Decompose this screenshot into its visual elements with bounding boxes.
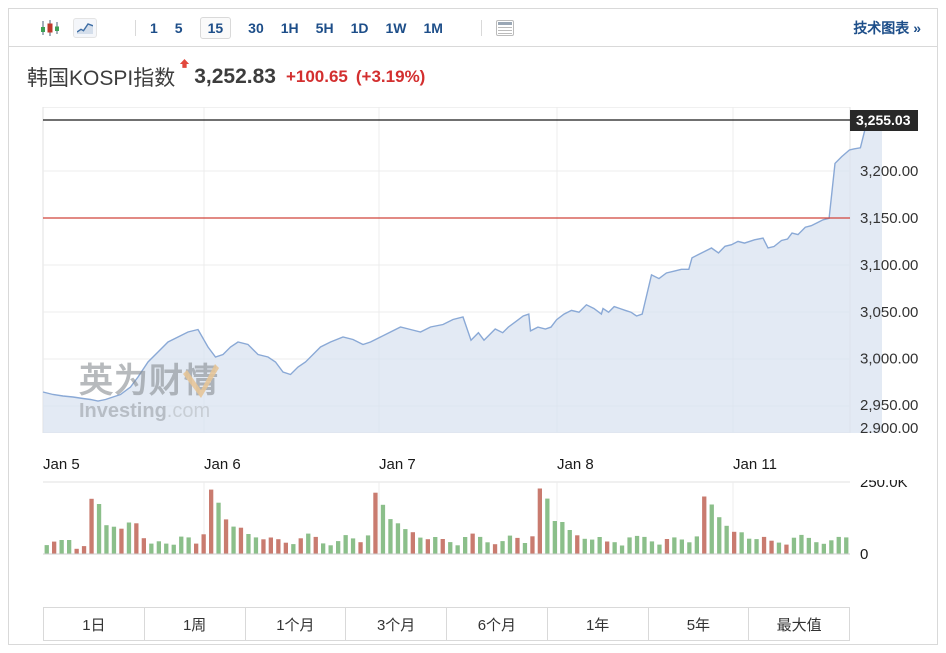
svg-text:Investing.com: Investing.com <box>79 400 210 422</box>
svg-text:3,200.00: 3,200.00 <box>860 163 918 180</box>
svg-text:3,100.00: 3,100.00 <box>860 257 918 274</box>
svg-text:250.0K: 250.0K <box>860 480 908 491</box>
svg-text:0: 0 <box>860 546 868 563</box>
svg-text:3,050.00: 3,050.00 <box>860 304 918 321</box>
svg-text:2,950.00: 2,950.00 <box>860 397 918 414</box>
svg-text:3,255.03: 3,255.03 <box>856 112 911 128</box>
svg-text:3,150.00: 3,150.00 <box>860 210 918 227</box>
svg-text:2,900.00: 2,900.00 <box>860 420 918 433</box>
svg-text:3,000.00: 3,000.00 <box>860 351 918 368</box>
svg-text:英为财情: 英为财情 <box>79 362 219 400</box>
